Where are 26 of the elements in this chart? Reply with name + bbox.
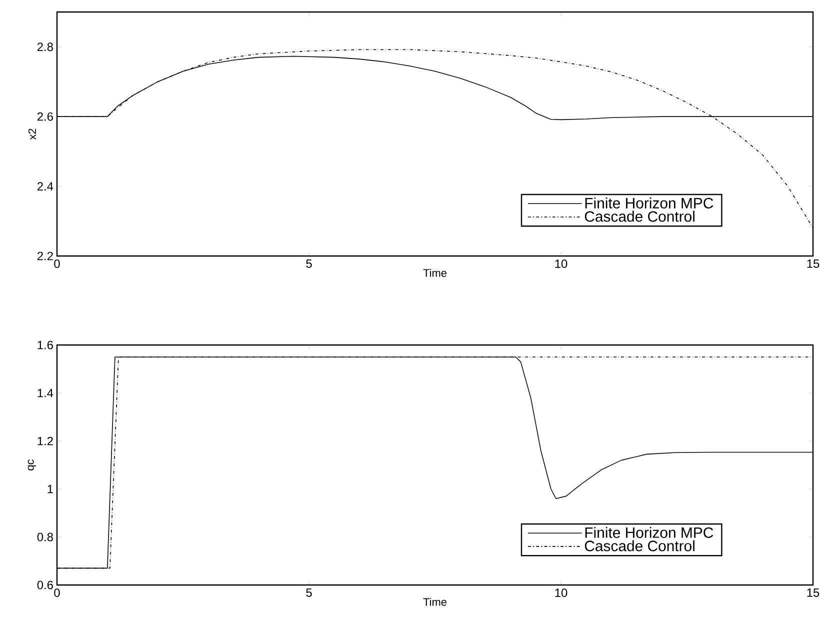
y-axis-title: qc [28, 460, 36, 470]
x-tick-label: 5 [306, 260, 312, 268]
x-tick-label: 15 [807, 260, 820, 268]
y-axis-title: x2 [28, 128, 36, 140]
x-axis-title: Time [423, 268, 446, 277]
x-axis-title: Time [423, 598, 446, 606]
y-tick-label: 0.6 [37, 580, 53, 590]
legend-label: Cascade Control [584, 210, 694, 222]
x-tick-label: 5 [306, 588, 312, 597]
y-tick-label: 1.4 [38, 388, 54, 398]
x-tick-label: 15 [807, 588, 820, 597]
x-tick-label: 10 [555, 260, 568, 268]
y-tick-label: 1.2 [38, 436, 53, 446]
legend-label: Finite Horizon MPC [585, 197, 714, 208]
y-tick-label: 2.8 [37, 42, 53, 52]
y-tick-label: 2.2 [37, 252, 53, 260]
y-tick-label: 2.6 [37, 112, 53, 121]
y-tick-label: 1.6 [38, 340, 53, 350]
y-tick-label: 2.4 [37, 182, 54, 190]
x-tick-label: 10 [555, 588, 568, 597]
legend-label: Finite Horizon MPC [585, 526, 714, 538]
y-tick-label: 1 [48, 484, 53, 494]
y-tick-label: 0.8 [37, 532, 53, 542]
x-tick-label: 0 [54, 588, 60, 597]
x-tick-label: 0 [54, 260, 60, 268]
legend-label: Cascade Control [584, 540, 694, 552]
